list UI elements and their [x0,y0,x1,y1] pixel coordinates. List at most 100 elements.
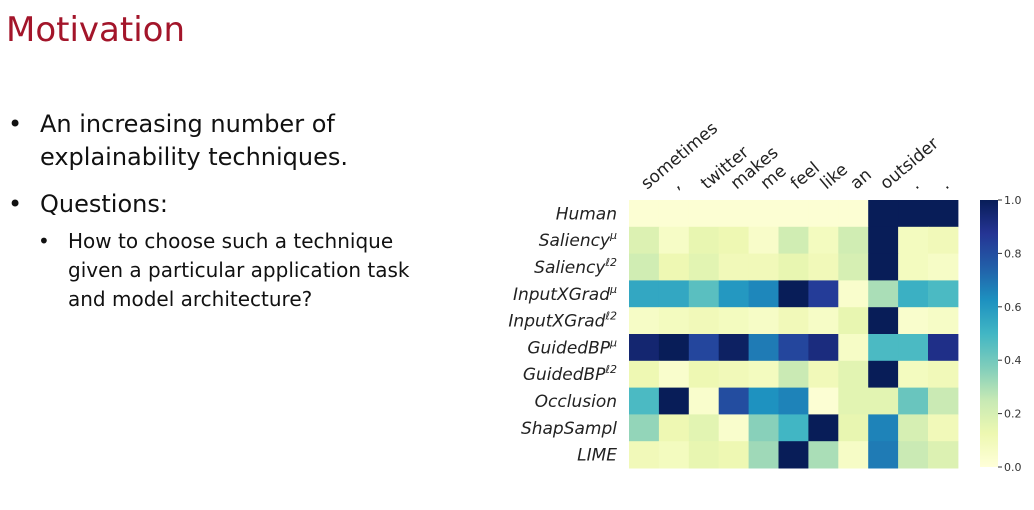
heatmap-cell [688,441,720,469]
heatmap-cell [658,441,690,469]
heatmap-cell [629,334,660,362]
heatmap-cell [658,280,690,308]
heatmap-cell [629,360,660,389]
heatmap-cell [629,226,660,255]
heatmap-cell [928,226,959,255]
heatmap-cell [838,280,869,308]
colorbar-tick-label: 0.8 [1004,247,1022,260]
heatmap-cell [778,334,809,362]
heatmap-cell [778,307,809,335]
y-tick-label: InputXGradμ [513,283,617,305]
heatmap-cell [718,414,750,442]
heatmap-cell [838,387,869,415]
heatmap-cell [808,253,839,281]
heatmap-cell [838,441,869,469]
y-tick-label: LIME [577,446,617,466]
y-tick-label: GuidedBPℓ2 [523,363,617,385]
heatmap-cell [838,334,869,362]
colorbar-tick-label: 1.0 [1004,194,1022,207]
heatmap-cell [629,253,660,281]
heatmap-cell [928,334,959,362]
heatmap-cell [718,226,750,255]
heatmap-cell [898,253,929,281]
heatmap-cell [808,334,839,362]
heatmap-cell [658,414,690,442]
heatmap-cell [898,334,929,362]
y-tick-label: InputXGradℓ2 [508,310,617,332]
heatmap-cell [718,441,750,469]
heatmap-cell [898,414,929,442]
heatmap-cell [778,360,809,389]
heatmap-cell [898,360,929,389]
heatmap-cell [658,200,690,228]
heatmap-cell [629,307,660,335]
x-tick-label: . [906,175,923,194]
heatmap-cell [808,307,839,335]
y-tick-label: Saliencyμ [539,229,617,251]
heatmap-cell [928,387,959,415]
heatmap-cell [748,387,779,415]
heatmap-cell [838,253,869,281]
heatmap-cell [748,360,779,389]
heatmap-cell [928,307,959,335]
heatmap-cell [718,360,750,389]
heatmap-cell [928,414,959,442]
heatmap-cell [688,253,720,281]
y-tick-label: Saliencyℓ2 [534,256,617,278]
heatmap-cell [718,280,750,308]
colorbar-tick-label: 0.0 [1004,461,1022,474]
bullet-dot-icon: • [8,190,23,218]
heatmap-cell [778,200,809,228]
colorbar-tick-label: 0.6 [1004,301,1022,314]
heatmap-cell [688,226,720,255]
heatmap-cell [778,226,809,255]
heatmap-cell [688,360,720,389]
bullet-item: • An increasing number of explainability… [6,108,426,174]
bullet-dot-icon: • [38,229,50,253]
heatmap-cell [868,414,899,442]
heatmap-cell [748,307,779,335]
heatmap-cell [688,200,720,228]
heatmap-cell [898,226,929,255]
heatmap-cell [868,226,899,255]
heatmap-cell [778,280,809,308]
heatmap-cell [928,360,959,389]
heatmap-cell [658,253,690,281]
heatmap-cell [808,280,839,308]
heatmap-cell [808,200,839,228]
heatmap-cell [748,334,779,362]
heatmap-cell [928,280,959,308]
heatmap-cell [748,253,779,281]
heatmap-cell [629,387,660,415]
heatmap-cell [868,334,899,362]
heatmap-cell [688,307,720,335]
bullet-item: • Questions: [6,188,426,221]
heatmap-cell [868,307,899,335]
heatmap-cell [778,414,809,442]
colorbar-tick-label: 0.2 [1004,408,1022,421]
sub-bullet-text: How to choose such a technique given a p… [68,229,410,311]
heatmap-cell [718,200,750,228]
heatmap-cell [808,441,839,469]
heatmap-cell [748,280,779,308]
heatmap-cell [868,360,899,389]
y-tick-label: Occlusion [535,392,617,412]
heatmap-cell [838,307,869,335]
heatmap-cell [688,414,720,442]
heatmap-cell [658,387,690,415]
heatmap-cell [838,200,869,228]
heatmap-cell [928,441,959,469]
slide-title: Motivation [6,10,185,50]
heatmap-cell [718,307,750,335]
heatmap-cell [748,200,779,228]
sub-bullet-item: • How to choose such a technique given a… [38,227,426,314]
heatmap-cell [688,280,720,308]
heatmap-cell [808,360,839,389]
heatmap-cell [868,280,899,308]
heatmap-cell [748,441,779,469]
heatmap-cell [748,226,779,255]
heatmap-cell [898,280,929,308]
x-tick-label: an [847,165,876,194]
heatmap-cell [658,226,690,255]
